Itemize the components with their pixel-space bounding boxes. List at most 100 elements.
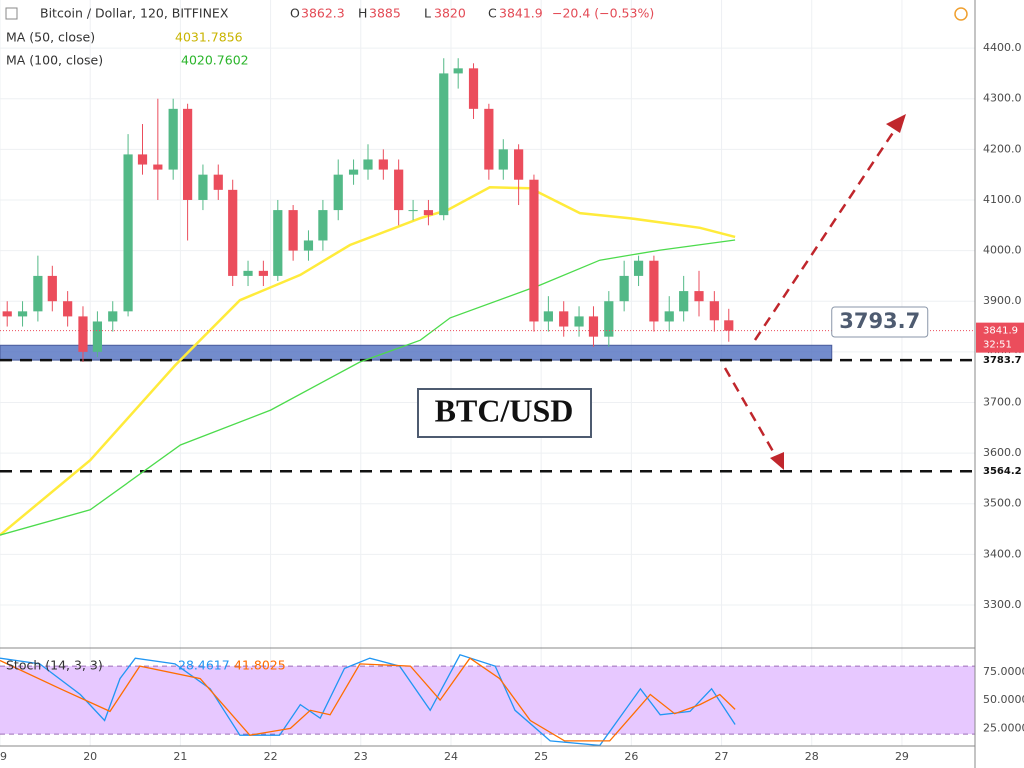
ohlc-value: 3820 — [434, 6, 466, 21]
ma-value: 4031.7856 — [175, 30, 243, 45]
candle-body — [633, 260, 644, 276]
x-tick-label: 28 — [805, 750, 819, 763]
collapse-icon[interactable] — [5, 7, 18, 20]
y-tick-label: 3900.0 — [983, 294, 1022, 307]
candle-body — [33, 275, 43, 312]
ohlc-value: 3862.3 — [301, 6, 345, 21]
candle-body — [408, 210, 418, 212]
y-tick-label: 3400.0 — [983, 547, 1022, 560]
candle-body — [694, 291, 704, 302]
ohlc-value: 3885 — [369, 6, 401, 21]
ma-line — [0, 239, 736, 536]
candle-body — [724, 320, 734, 331]
candle-body — [348, 169, 359, 175]
ohlc-label: H — [358, 6, 367, 21]
level-label: 3564.2 — [983, 466, 1022, 477]
candle-body — [258, 270, 268, 276]
change: −20.4 (−0.53%) — [552, 6, 654, 21]
candle-body — [92, 321, 103, 352]
candle-body — [137, 154, 148, 165]
stoch-tick-label: 75.0000 — [983, 665, 1024, 678]
candle-body — [423, 210, 434, 216]
candle-body — [363, 159, 373, 170]
candle-body — [108, 311, 118, 322]
ma-line — [0, 186, 736, 537]
x-tick-label: 26 — [624, 750, 638, 763]
candle-body — [468, 68, 479, 109]
up-arrowhead — [886, 114, 906, 133]
ohlc-label: C — [488, 6, 497, 21]
candle-body — [153, 164, 163, 170]
x-tick-label: 27 — [715, 750, 729, 763]
y-tick-label: 3500.0 — [983, 497, 1022, 510]
candle-body — [514, 149, 524, 180]
stoch-tick-label: 50.0000 — [983, 693, 1024, 706]
ma-value: 4020.7602 — [181, 53, 249, 68]
ohlc-label: L — [424, 6, 431, 21]
candle-body — [394, 169, 404, 211]
candle-body — [453, 68, 463, 74]
ma-name[interactable]: MA (100, close) — [6, 53, 103, 68]
candle-body — [484, 108, 494, 170]
level-label-box — [976, 353, 1024, 368]
level-label-box — [976, 464, 1024, 479]
candle-body — [213, 174, 223, 190]
candle-body — [619, 275, 629, 302]
down-arrowhead — [770, 452, 784, 470]
stoch-value: 41.8025 — [234, 658, 286, 673]
y-tick-label: 4400.0 — [983, 41, 1022, 54]
symbol[interactable]: Bitcoin / Dollar, 120, BITFINEX — [40, 6, 229, 21]
stoch-tick-label: 25.0000 — [983, 721, 1024, 734]
ohlc-value: 3841.9 — [499, 6, 543, 21]
y-tick-label: 3300.0 — [983, 598, 1022, 611]
zone-label: 3793.7 — [839, 309, 920, 333]
annotation: BTC/USD — [435, 392, 574, 428]
stoch-value: 28.4617 — [178, 658, 230, 673]
up-arrow — [753, 121, 902, 341]
alert-icon[interactable] — [954, 7, 968, 21]
candle-body — [588, 316, 599, 337]
level-label: 3783.7 — [983, 355, 1022, 366]
x-tick-label: 19 — [0, 750, 7, 763]
candle-body — [543, 311, 553, 322]
candle-body — [47, 275, 57, 302]
y-tick-label: 4300.0 — [983, 92, 1022, 105]
candle-body — [198, 174, 208, 200]
x-tick-label: 24 — [444, 750, 458, 763]
zone-label-box — [831, 306, 929, 338]
x-tick-label: 21 — [173, 750, 187, 763]
x-tick-label: 22 — [264, 750, 278, 763]
candle-body — [529, 179, 539, 322]
candle-body — [228, 189, 238, 276]
candle-body — [78, 316, 88, 352]
candle-body — [649, 260, 659, 322]
candle-body — [17, 311, 28, 317]
candle-body — [288, 210, 298, 251]
y-tick-label: 4200.0 — [983, 142, 1022, 155]
x-tick-label: 29 — [895, 750, 909, 763]
candle-body — [574, 316, 584, 327]
candle-body — [679, 291, 689, 312]
y-tick-label: 4100.0 — [983, 193, 1022, 206]
support-zone — [0, 344, 833, 361]
stoch-name[interactable]: Stoch (14, 3, 3) — [6, 658, 103, 673]
candle-body — [378, 159, 388, 170]
last-price-box — [976, 322, 1024, 353]
candle-body — [273, 210, 283, 276]
candle-body — [559, 311, 569, 327]
x-tick-label: 25 — [534, 750, 548, 763]
candle-body — [333, 174, 343, 211]
candle-body — [318, 210, 328, 241]
candle-body — [604, 301, 614, 337]
stoch-line — [0, 657, 736, 742]
ma-name[interactable]: MA (50, close) — [6, 30, 95, 45]
candle-body — [123, 154, 133, 312]
ohlc-label: O — [290, 6, 300, 21]
down-arrow — [723, 367, 780, 461]
y-tick-label: 4000.0 — [983, 244, 1022, 257]
candle-body — [709, 301, 719, 321]
stoch-line — [0, 654, 736, 747]
